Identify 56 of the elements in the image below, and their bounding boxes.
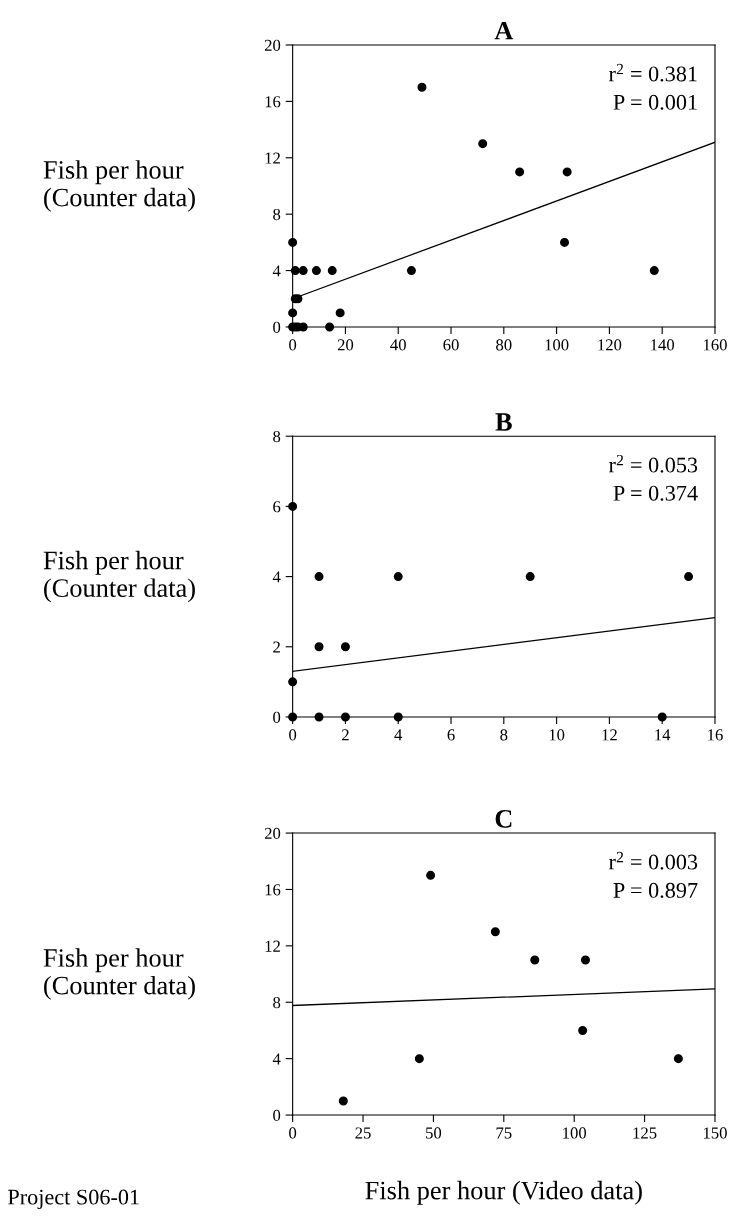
annotation: P = 0.374 <box>613 485 698 501</box>
x-tick-label: 120 <box>598 339 622 351</box>
text: Project S06-01 <box>8 1189 139 1210</box>
y-tick-label: 20 <box>264 827 281 840</box>
x-tick-label: 100 <box>545 339 569 351</box>
chart-title: B <box>495 413 512 431</box>
y-tick-label: 6 <box>273 501 281 513</box>
x-tick-label: 0 <box>289 339 297 351</box>
x-tick-label: 2 <box>342 729 349 741</box>
y-tick-label: 4 <box>272 1053 281 1065</box>
annotation: P = 0.897 <box>613 882 698 898</box>
annotation: r$^{2}$ = 0.053 <box>608 454 698 473</box>
y-tick-label: 12 <box>265 152 280 164</box>
annotation: P = 0.001 <box>613 94 697 110</box>
y-tick-label: 8 <box>273 430 281 443</box>
y-tick-label: 16 <box>265 884 281 896</box>
chart-title: A <box>494 21 514 40</box>
x-tick-label: 100 <box>563 1127 587 1139</box>
y-axis-title: Fish per hour (Counter data) <box>43 948 195 1000</box>
x-tick-label: 75 <box>496 1127 512 1139</box>
y-axis-title: Fish per hour (Counter data) <box>43 160 195 212</box>
x-tick-label: 125 <box>633 1127 657 1139</box>
x-tick-label: 140 <box>651 339 675 351</box>
x-tick-label: 4 <box>394 729 403 741</box>
chart-title: C <box>495 809 512 828</box>
x-tick-label: 14 <box>655 729 671 741</box>
x-tick-label: 0 <box>289 1127 297 1139</box>
y-tick-label: 16 <box>265 96 281 108</box>
x-tick-label: 150 <box>703 1127 727 1139</box>
y-tick-label: 2 <box>273 641 280 653</box>
x-tick-label: 60 <box>443 339 459 351</box>
x-tick-label: 10 <box>549 729 565 741</box>
y-tick-label: 0 <box>273 321 281 333</box>
y-tick-label: 0 <box>273 711 281 723</box>
x-axis-title: Fish per hour (Video data) <box>365 1180 642 1205</box>
y-tick-label: 12 <box>265 940 280 952</box>
x-tick-label: 40 <box>390 339 406 351</box>
y-tick-label: 8 <box>273 996 281 1009</box>
annotation: r$^{2}$ = 0.381 <box>608 63 697 82</box>
y-tick-label: 0 <box>273 1109 281 1121</box>
annotation: r$^{2}$ = 0.003 <box>608 851 698 870</box>
y-tick-label: 8 <box>273 208 281 221</box>
x-tick-label: 0 <box>289 729 297 741</box>
x-tick-label: 20 <box>337 339 354 351</box>
y-axis-title: Fish per hour (Counter data) <box>43 550 195 603</box>
x-tick-label: 160 <box>703 339 727 351</box>
y-tick-label: 20 <box>264 39 281 51</box>
x-tick-label: 25 <box>355 1127 371 1139</box>
x-tick-label: 12 <box>602 729 617 741</box>
y-tick-label: 4 <box>272 571 281 583</box>
x-tick-label: 80 <box>496 339 512 351</box>
x-tick-label: 50 <box>426 1127 442 1139</box>
x-tick-label: 8 <box>500 729 508 741</box>
x-tick-label: 16 <box>708 729 723 741</box>
x-tick-label: 6 <box>447 729 455 741</box>
y-tick-label: 4 <box>272 265 281 277</box>
